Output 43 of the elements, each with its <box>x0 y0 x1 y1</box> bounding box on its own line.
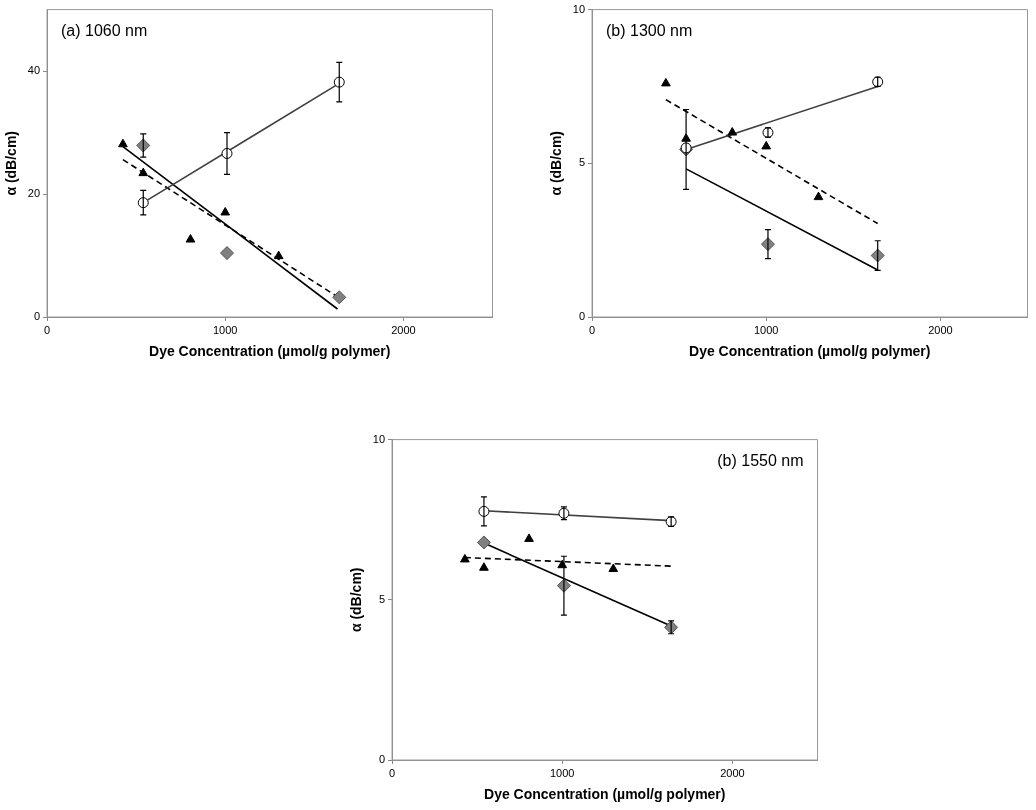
point <box>608 563 619 573</box>
point <box>661 77 671 87</box>
y-tick-label: 5 <box>378 592 386 605</box>
point <box>727 127 738 136</box>
x-axis-title: Dye Concentration (µmol/g polymer) <box>484 786 726 803</box>
point <box>118 138 128 148</box>
annotation: (b) 1300 nm <box>606 22 693 40</box>
y-tick-label: 0 <box>33 310 41 323</box>
x-tick-label: 1000 <box>549 766 575 779</box>
point <box>220 246 234 261</box>
x-tick-label: 2000 <box>391 323 416 336</box>
x-tick-label: 0 <box>43 323 51 336</box>
y-tick-label: 0 <box>578 310 586 323</box>
point <box>479 562 489 571</box>
annotation: (a) 1060 nm <box>61 22 148 40</box>
annotation: (b) 1550 nm <box>717 452 804 470</box>
point <box>813 191 824 201</box>
y-tick-label: 10 <box>572 2 586 15</box>
x-tick-label: 0 <box>388 766 396 779</box>
point <box>476 535 491 550</box>
point <box>460 553 470 563</box>
y-tick-label: 40 <box>27 64 41 77</box>
y-axis-title: α (dB/cm) <box>3 131 20 196</box>
point <box>185 234 196 243</box>
point <box>761 140 772 150</box>
y-tick-label: 5 <box>578 156 586 169</box>
point <box>138 167 149 177</box>
y-tick-label: 10 <box>372 432 386 445</box>
x-axis-title: Dye Concentration (µmol/g polymer) <box>689 343 931 360</box>
point <box>332 290 347 305</box>
y-tick-label: 0 <box>378 753 386 766</box>
x-tick-label: 2000 <box>720 766 745 779</box>
y-axis-title: α (dB/cm) <box>548 131 565 196</box>
y-axis-title: α (dB/cm) <box>348 567 365 633</box>
x-tick-label: 1000 <box>212 323 238 336</box>
x-axis-title: Dye Concentration (µmol/g polymer) <box>149 343 391 360</box>
x-tick-label: 0 <box>588 323 596 336</box>
point <box>273 250 284 260</box>
y-tick-label: 20 <box>27 187 41 200</box>
point <box>220 206 231 216</box>
x-tick-label: 2000 <box>928 323 953 336</box>
x-tick-label: 1000 <box>753 323 779 336</box>
point <box>524 533 534 542</box>
